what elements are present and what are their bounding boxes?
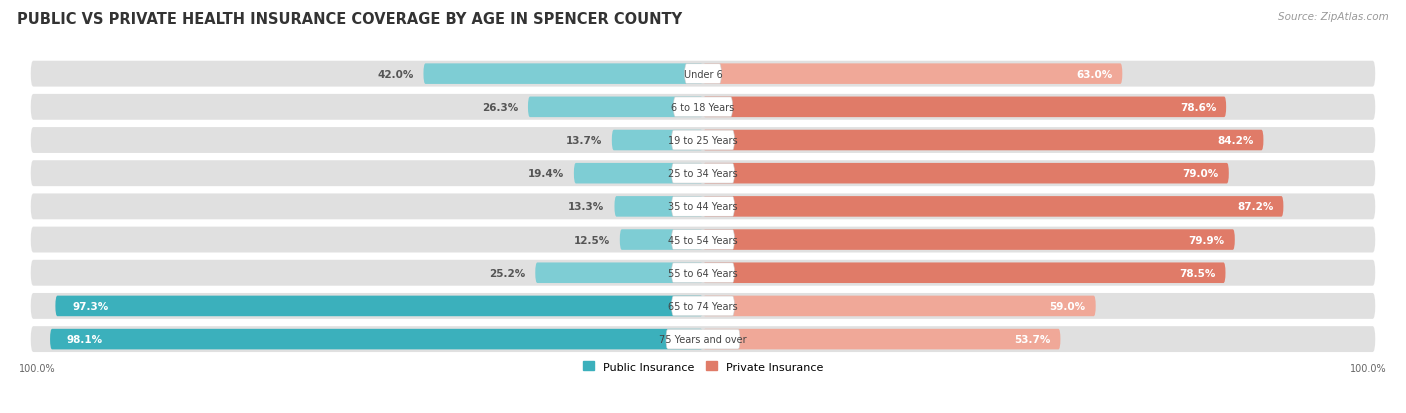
- FancyBboxPatch shape: [672, 164, 734, 184]
- FancyBboxPatch shape: [31, 227, 1375, 253]
- FancyBboxPatch shape: [31, 95, 1375, 121]
- FancyBboxPatch shape: [423, 64, 703, 85]
- Text: 55 to 64 Years: 55 to 64 Years: [668, 268, 738, 278]
- Text: 78.5%: 78.5%: [1180, 268, 1216, 278]
- Text: 35 to 44 Years: 35 to 44 Years: [668, 202, 738, 212]
- FancyBboxPatch shape: [672, 197, 734, 217]
- FancyBboxPatch shape: [620, 230, 703, 250]
- Text: 79.9%: 79.9%: [1188, 235, 1225, 245]
- FancyBboxPatch shape: [612, 131, 703, 151]
- FancyBboxPatch shape: [703, 263, 1226, 283]
- Text: PUBLIC VS PRIVATE HEALTH INSURANCE COVERAGE BY AGE IN SPENCER COUNTY: PUBLIC VS PRIVATE HEALTH INSURANCE COVER…: [17, 12, 682, 27]
- FancyBboxPatch shape: [51, 329, 703, 349]
- Text: Source: ZipAtlas.com: Source: ZipAtlas.com: [1278, 12, 1389, 22]
- FancyBboxPatch shape: [614, 197, 703, 217]
- Text: 12.5%: 12.5%: [574, 235, 610, 245]
- Text: 25.2%: 25.2%: [489, 268, 526, 278]
- Text: 19 to 25 Years: 19 to 25 Years: [668, 136, 738, 146]
- FancyBboxPatch shape: [703, 296, 1095, 316]
- Text: 65 to 74 Years: 65 to 74 Years: [668, 301, 738, 311]
- Text: 75 Years and over: 75 Years and over: [659, 334, 747, 344]
- FancyBboxPatch shape: [672, 263, 734, 283]
- FancyBboxPatch shape: [31, 326, 1375, 352]
- Text: 98.1%: 98.1%: [66, 334, 103, 344]
- FancyBboxPatch shape: [536, 263, 703, 283]
- Text: 26.3%: 26.3%: [482, 102, 517, 113]
- Text: 87.2%: 87.2%: [1237, 202, 1274, 212]
- FancyBboxPatch shape: [31, 194, 1375, 220]
- FancyBboxPatch shape: [703, 131, 1264, 151]
- Text: 53.7%: 53.7%: [1014, 334, 1050, 344]
- FancyBboxPatch shape: [31, 62, 1375, 88]
- Text: 97.3%: 97.3%: [72, 301, 108, 311]
- FancyBboxPatch shape: [31, 128, 1375, 154]
- FancyBboxPatch shape: [672, 297, 734, 316]
- Legend: Public Insurance, Private Insurance: Public Insurance, Private Insurance: [579, 357, 827, 376]
- FancyBboxPatch shape: [55, 296, 703, 316]
- FancyBboxPatch shape: [703, 164, 1229, 184]
- FancyBboxPatch shape: [31, 260, 1375, 286]
- Text: Under 6: Under 6: [683, 69, 723, 79]
- Text: 6 to 18 Years: 6 to 18 Years: [672, 102, 734, 113]
- Text: 42.0%: 42.0%: [377, 69, 413, 79]
- FancyBboxPatch shape: [666, 330, 740, 349]
- FancyBboxPatch shape: [703, 230, 1234, 250]
- Text: 13.7%: 13.7%: [565, 136, 602, 146]
- FancyBboxPatch shape: [527, 97, 703, 118]
- Text: 45 to 54 Years: 45 to 54 Years: [668, 235, 738, 245]
- FancyBboxPatch shape: [703, 329, 1060, 349]
- FancyBboxPatch shape: [685, 64, 721, 84]
- FancyBboxPatch shape: [673, 98, 733, 117]
- FancyBboxPatch shape: [574, 164, 703, 184]
- Text: 79.0%: 79.0%: [1182, 169, 1219, 179]
- FancyBboxPatch shape: [703, 197, 1284, 217]
- FancyBboxPatch shape: [703, 97, 1226, 118]
- FancyBboxPatch shape: [703, 64, 1122, 85]
- Text: 19.4%: 19.4%: [527, 169, 564, 179]
- FancyBboxPatch shape: [31, 161, 1375, 187]
- FancyBboxPatch shape: [672, 230, 734, 250]
- Text: 59.0%: 59.0%: [1050, 301, 1085, 311]
- Text: 78.6%: 78.6%: [1180, 102, 1216, 113]
- Text: 84.2%: 84.2%: [1218, 136, 1253, 146]
- FancyBboxPatch shape: [31, 293, 1375, 319]
- Text: 13.3%: 13.3%: [568, 202, 605, 212]
- FancyBboxPatch shape: [672, 131, 734, 150]
- Text: 25 to 34 Years: 25 to 34 Years: [668, 169, 738, 179]
- Text: 63.0%: 63.0%: [1076, 69, 1112, 79]
